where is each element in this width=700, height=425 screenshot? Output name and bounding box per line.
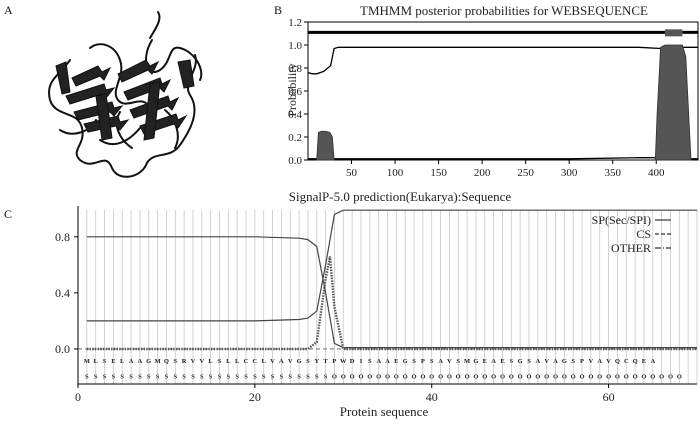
tmhmm-xtick-label: 250 bbox=[517, 167, 534, 179]
signalp-xtick-label: 60 bbox=[603, 390, 615, 404]
signalp-series-sp-sec-spi- bbox=[86, 236, 697, 349]
signalp-sequence-row: SSSSSSSSSSSSSSSSSSSSSSSSSSSSOOOOOOOOOOOO… bbox=[85, 374, 682, 381]
signalp-xtick-label: 20 bbox=[249, 390, 261, 404]
signalp-ytick-label: 0.8 bbox=[55, 230, 70, 244]
signalp-ytick-label: 0.0 bbox=[55, 342, 70, 356]
tmhmm-xtick-label: 350 bbox=[604, 167, 621, 179]
tmhmm-xtick-label: 100 bbox=[387, 167, 404, 179]
tmhmm-xtick-label: 400 bbox=[648, 167, 665, 179]
tmhmm-series-transmembrane bbox=[316, 130, 335, 161]
tmhmm-series-inside bbox=[308, 46, 698, 160]
tmhmm-xtick-label: 200 bbox=[474, 167, 491, 179]
signalp-legend-label: OTHER bbox=[611, 241, 651, 255]
signalp-ytick-label: 0.4 bbox=[55, 286, 70, 300]
tmhmm-ytick-label: 1.0 bbox=[288, 40, 302, 52]
tmhmm-plot-frame bbox=[307, 21, 699, 161]
signalp-xtick-label: 40 bbox=[426, 390, 438, 404]
tmhmm-ytick-label: 0.0 bbox=[288, 155, 302, 167]
signalp-series-cs bbox=[86, 256, 697, 351]
tmhmm-topology-segment bbox=[664, 29, 683, 37]
tmhmm-ytick-label: 0.4 bbox=[288, 109, 302, 121]
tmhmm-chart: TMHMM posterior probabilities for WEBSEQ… bbox=[285, 3, 699, 179]
signalp-legend-label: CS bbox=[636, 227, 651, 241]
signalp-xlabel: Protein sequence bbox=[340, 404, 429, 419]
tmhmm-ytick-label: 0.2 bbox=[288, 132, 302, 144]
tmhmm-chart-panel: TMHMM posterior probabilities for WEBSEQ… bbox=[270, 0, 700, 190]
tmhmm-xtick-label: 150 bbox=[430, 167, 447, 179]
signalp-chart: SignalP-5.0 prediction(Eukarya):Sequence… bbox=[55, 189, 698, 419]
protein-ribbon-drawing bbox=[48, 11, 203, 178]
tmhmm-ylabel: Probability bbox=[285, 63, 299, 116]
tmhmm-series-outside bbox=[307, 46, 698, 160]
signalp-title: SignalP-5.0 prediction(Eukarya):Sequence bbox=[289, 190, 512, 204]
panel-label-a: A bbox=[4, 3, 13, 17]
tmhmm-ytick-label: 0.6 bbox=[288, 86, 302, 98]
signalp-series-other bbox=[86, 209, 697, 322]
signalp-legend-label: SP(Sec/SPI) bbox=[592, 213, 651, 227]
signalp-chart-panel: SignalP-5.0 prediction(Eukarya):Sequence… bbox=[0, 189, 700, 420]
tmhmm-xtick-label: 300 bbox=[561, 167, 578, 179]
tmhmm-series-transmembrane bbox=[654, 44, 692, 161]
tmhmm-ytick-label: 1.2 bbox=[288, 17, 302, 29]
tmhmm-ytick-label: 0.8 bbox=[288, 63, 302, 75]
tmhmm-xtick-label: 50 bbox=[346, 167, 358, 179]
panel-label-c: C bbox=[4, 207, 13, 221]
panel-label-b: B bbox=[274, 3, 283, 17]
tmhmm-title: TMHMM posterior probabilities for WEBSEQ… bbox=[360, 3, 648, 18]
signalp-xtick-label: 0 bbox=[75, 390, 81, 404]
protein-structure-figure bbox=[0, 0, 270, 190]
signalp-sequence-row: MLSELAAGMQSRVVLSLLCCLVAVGSYTPWDISAAEGSPS… bbox=[84, 358, 656, 365]
